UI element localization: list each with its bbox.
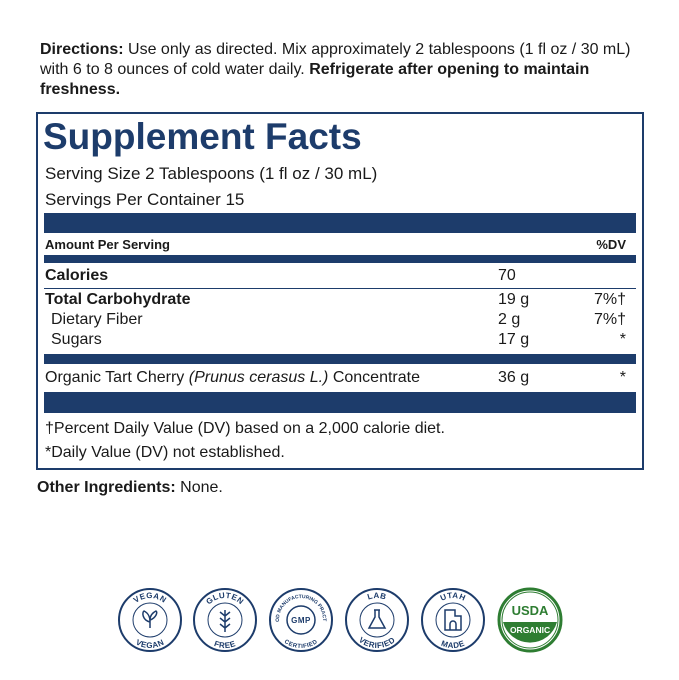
divider <box>44 213 636 233</box>
badge-bottom: CERTIFIED <box>283 639 319 650</box>
other-ingredients-text: None. <box>180 479 223 496</box>
svg-text:FREE: FREE <box>213 639 237 650</box>
badge-gmp: GOOD MANUFACTURING PRACTICE GMP CERTIFIE… <box>269 588 333 652</box>
nutrient-dv: 7%† <box>593 291 626 308</box>
badge-top: VEGAN <box>132 591 168 605</box>
svg-text:GLUTEN: GLUTEN <box>204 591 245 607</box>
svg-text:LAB: LAB <box>366 591 387 602</box>
badge-utah-made: UTAH MADE <box>421 588 485 652</box>
nutrient-amount: 19 g <box>498 291 530 308</box>
dv-header: %DV <box>596 237 626 252</box>
servings-per-container: Servings Per Container 15 <box>45 190 245 209</box>
svg-text:MADE: MADE <box>440 639 466 651</box>
badges: VEGAN VEGAN GLUTEN FREE GOOD MANUFACTURI… <box>118 587 563 653</box>
badge-bottom: MADE <box>440 639 466 651</box>
nutrient-name: Total Carbohydrate <box>45 291 191 308</box>
badge-center: GMP <box>291 616 311 625</box>
nutrient-name: Dietary Fiber <box>51 311 143 328</box>
directions: Directions: Use only as directed. Mix ap… <box>40 40 640 100</box>
ingredient-name: Organic Tart Cherry (Prunus cerasus L.) … <box>45 369 420 387</box>
badge-bottom: VERIFIED <box>357 635 396 650</box>
ingredient-name-start: Organic Tart Cherry <box>45 369 185 386</box>
badge-usda-organic: USDA ORGANIC <box>497 587 563 653</box>
nutrient-dv: * <box>619 331 626 348</box>
ingredient-name-end: Concentrate <box>332 369 420 386</box>
badge-center: ORGANIC <box>510 625 550 635</box>
ingredient-latin: (Prunus cerasus L.) <box>188 369 329 386</box>
ingredient-dv: * <box>619 369 626 386</box>
badge-bottom: FREE <box>213 639 237 650</box>
badge-gluten-free: GLUTEN FREE <box>193 588 257 652</box>
badge-top: GLUTEN <box>204 591 245 607</box>
nutrient-amount: 2 g <box>498 311 521 328</box>
calories-name: Calories <box>45 267 109 284</box>
other-ingredients: Other Ingredients: None. <box>37 479 223 497</box>
nutrient-dv: 7%† <box>593 311 626 328</box>
svg-text:VEGAN: VEGAN <box>134 638 165 650</box>
badge-lab-verified: LAB VERIFIED <box>345 588 409 652</box>
other-ingredients-label: Other Ingredients: <box>37 479 176 496</box>
divider <box>44 288 636 289</box>
svg-text:UTAH: UTAH <box>439 591 467 603</box>
divider <box>44 255 636 263</box>
amount-header: Amount Per Serving <box>45 237 170 252</box>
divider <box>44 392 636 413</box>
nutrient-amount: 17 g <box>498 331 530 348</box>
footnote: *Daily Value (DV) not established. <box>45 444 285 461</box>
badge-top: USDA <box>512 603 549 618</box>
badge-top: UTAH <box>439 591 467 603</box>
divider <box>44 354 636 364</box>
svg-text:VERIFIED: VERIFIED <box>357 635 397 650</box>
directions-label: Directions: <box>40 41 124 58</box>
svg-text:CERTIFIED: CERTIFIED <box>283 639 319 650</box>
badge-top: LAB <box>366 591 387 602</box>
svg-text:VEGAN: VEGAN <box>132 591 168 605</box>
badge-bottom: VEGAN <box>134 638 165 650</box>
facts-title: Supplement Facts <box>43 116 362 157</box>
supplement-facts: Supplement Facts Serving Size 2 Tablespo… <box>36 112 644 470</box>
nutrient-name: Sugars <box>51 331 102 348</box>
badge-vegan: VEGAN VEGAN <box>118 588 182 652</box>
footnote: †Percent Daily Value (DV) based on a 2,0… <box>45 420 445 437</box>
ingredient-amount: 36 g <box>498 369 530 386</box>
serving-size: Serving Size 2 Tablespoons (1 fl oz / 30… <box>45 164 378 183</box>
directions-text: Use only as directed. Mix approximately … <box>40 41 631 78</box>
directions-emphasis: Refrigerate after opening to maintain fr… <box>40 61 590 98</box>
calories-amount: 70 <box>498 267 516 284</box>
